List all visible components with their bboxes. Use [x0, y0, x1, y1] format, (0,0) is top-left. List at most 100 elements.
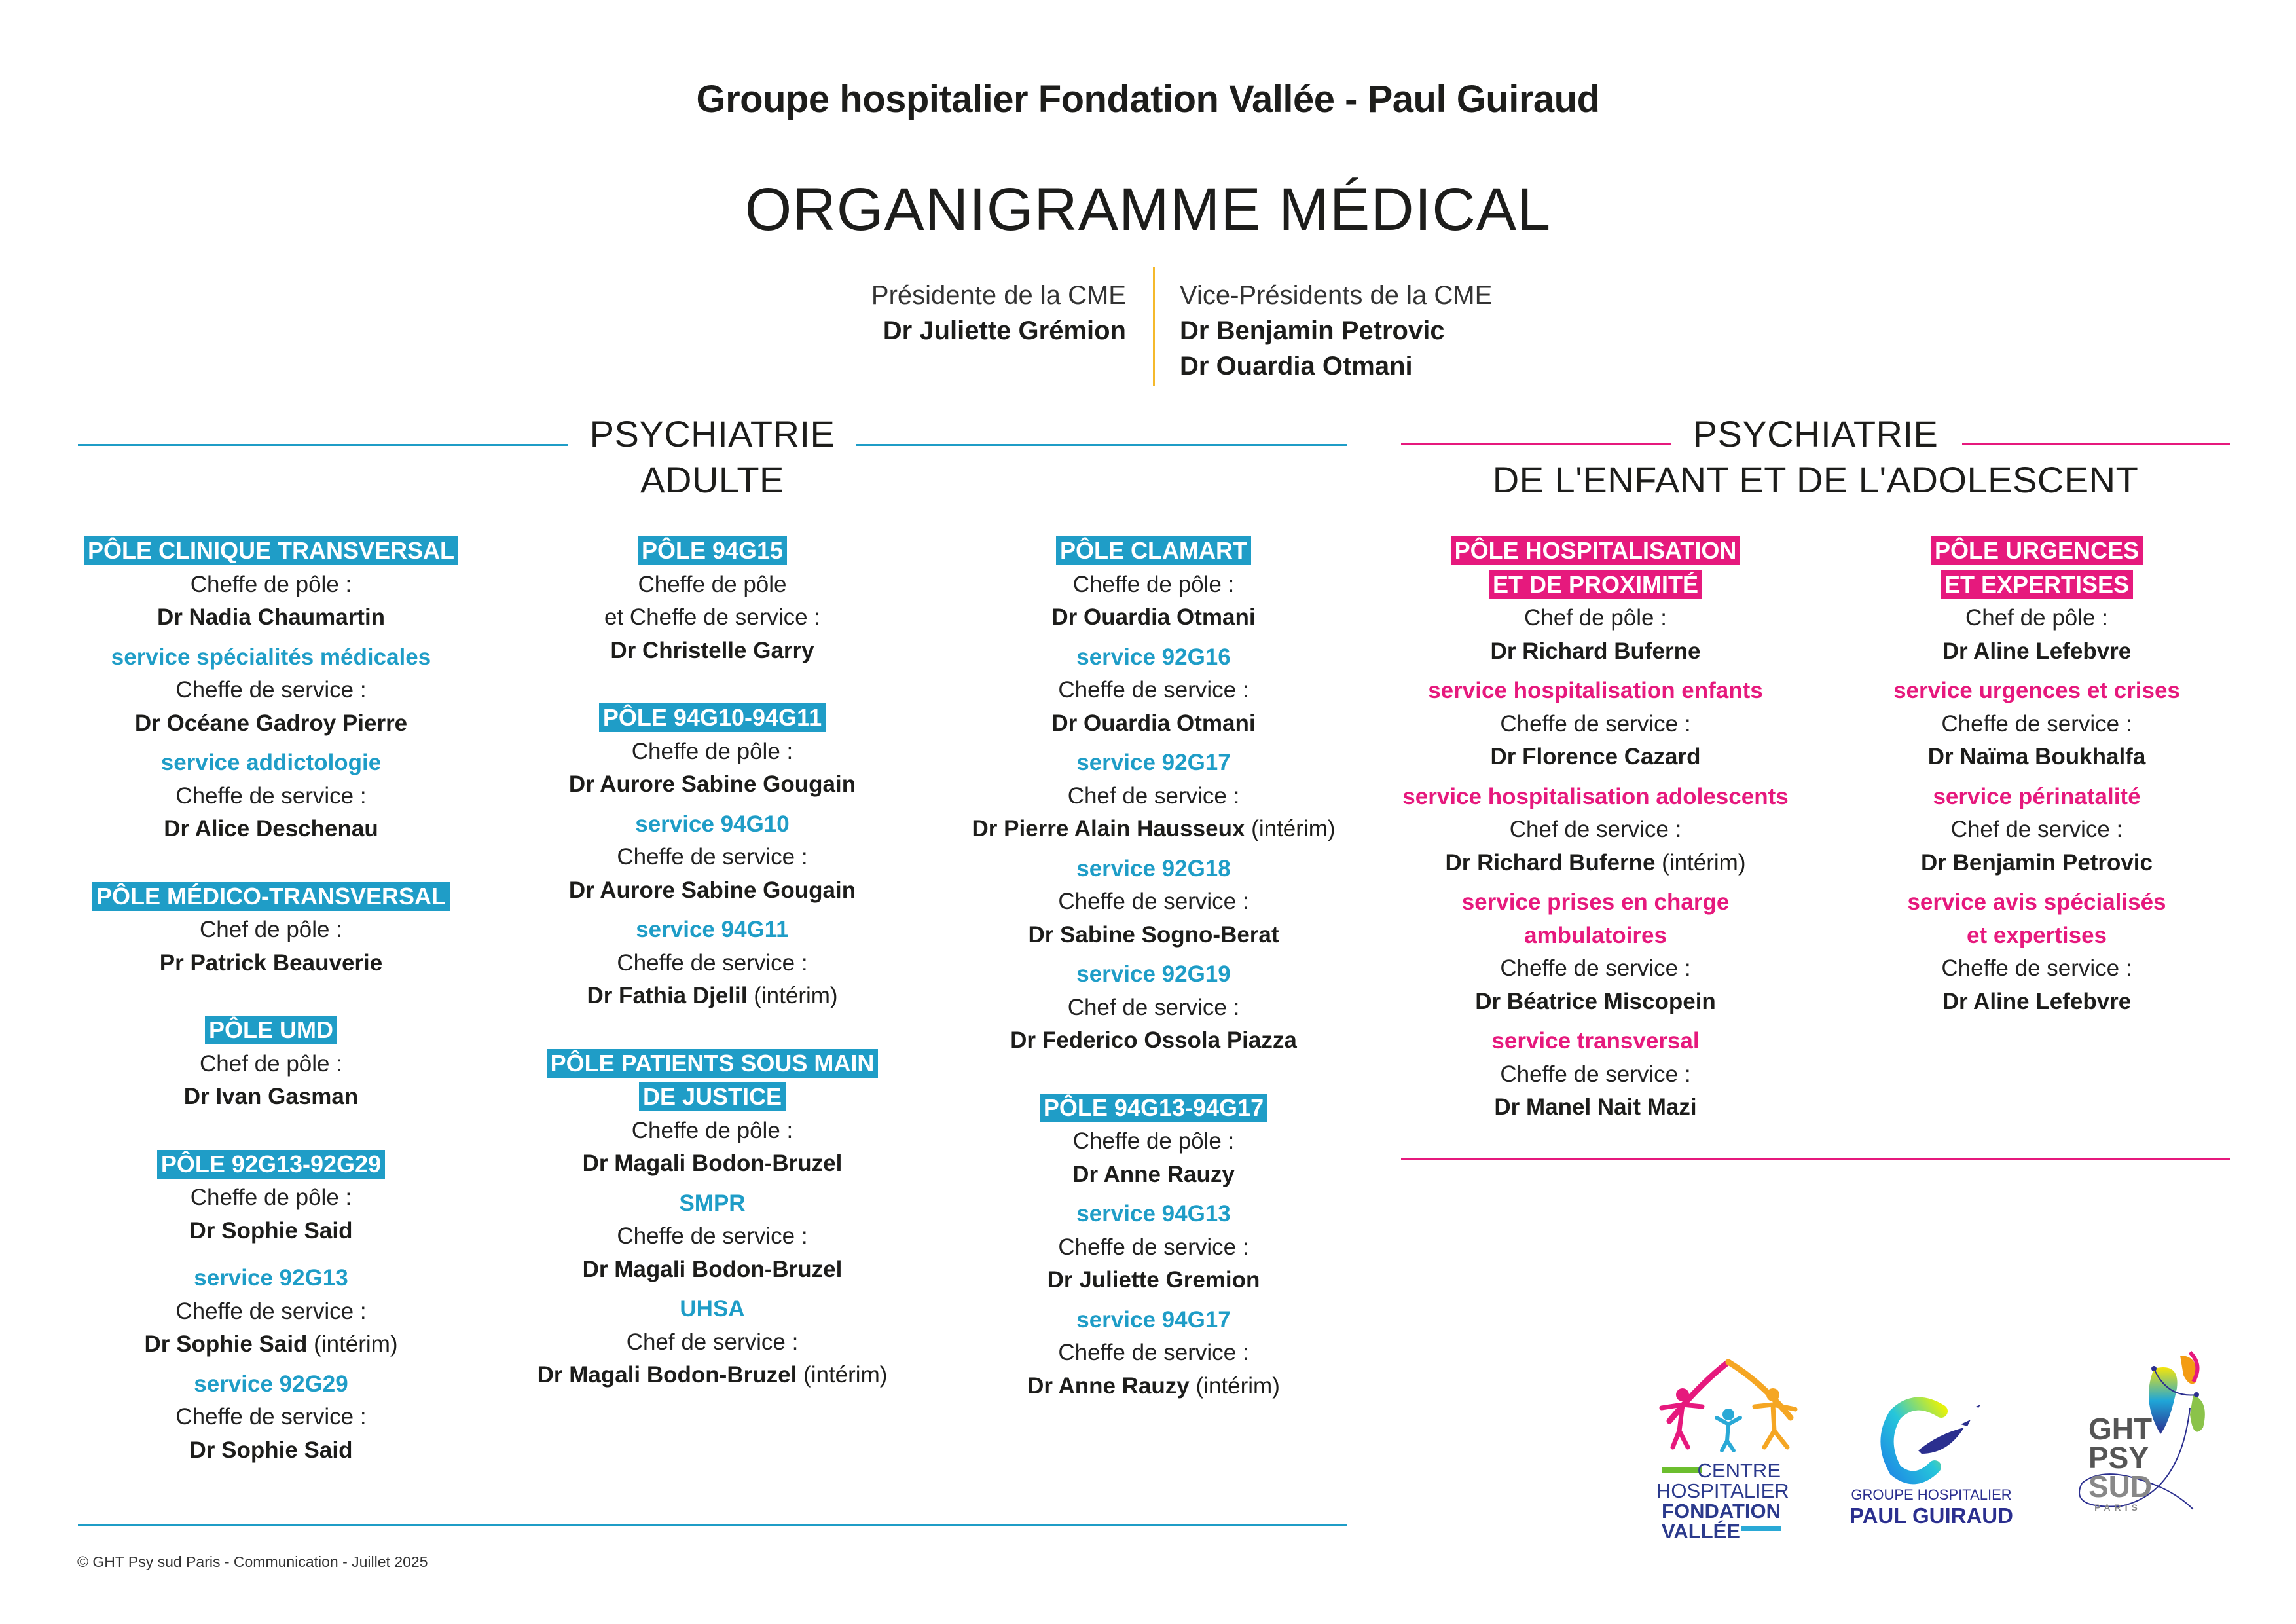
role-label: Cheffe de pôle :: [190, 571, 352, 597]
service-label: service hospitalisation adolescents: [1402, 783, 1789, 809]
fondation-vallee-logo: CENTRE HOSPITALIER FONDATION VALLÉE: [1656, 1356, 1800, 1541]
person-name: Dr Nadia Chaumartin: [156, 604, 386, 630]
role-label: Chef de service :: [1950, 817, 2123, 842]
role-label: Cheffe de pôle :: [1072, 1128, 1235, 1154]
green-bar: [1662, 1467, 1702, 1473]
service-label: SMPR: [679, 1190, 746, 1216]
pole-badge: PÔLE CLAMART: [1056, 536, 1251, 565]
role-label: Cheffe de service :: [617, 844, 808, 870]
column-4: PÔLE HOSPITALISATION ET DE PROXIMITÉ Che…: [1386, 534, 1805, 1124]
service-label: service hospitalisation enfants: [1428, 678, 1763, 703]
pole-badge: PÔLE MÉDICO-TRANSVERSAL: [92, 881, 450, 911]
person-name: Dr Alice Deschenau: [164, 816, 378, 841]
service-label: service prises en charge: [1461, 889, 1730, 915]
ght-psy-sud-text: GHT PSY SUD PARIS: [2088, 1412, 2153, 1513]
adult-section-bottom-divider: [78, 1524, 1347, 1526]
section-child-line1: PSYCHIATRIE: [1692, 413, 1939, 454]
person-name: Dr Fathia Djelil (intérim): [587, 983, 838, 1008]
interim-note: (intérim): [1251, 816, 1336, 841]
interim-note: (intérim): [1195, 1373, 1280, 1399]
fondation-vallee-text: CENTRE HOSPITALIER FONDATION VALLÉE: [1656, 1459, 1789, 1543]
role-label: Cheffe de pôle :: [631, 1117, 793, 1143]
person-name: Dr Magali Bodon-Bruzel: [582, 1256, 843, 1282]
role-label: Cheffe de service :: [175, 677, 367, 703]
service-label: service 92G18: [1076, 855, 1231, 881]
person-name: Dr Béatrice Miscopein: [1475, 988, 1716, 1014]
page-title: ORGANIGRAMME MÉDICAL: [744, 176, 1552, 243]
column-5: PÔLE URGENCES ET EXPERTISES Chef de pôle…: [1827, 534, 2246, 1018]
service-label: service 94G11: [636, 917, 789, 942]
role-label: Cheffe de service :: [617, 950, 808, 976]
section-adult-line2: ADULTE: [640, 459, 784, 500]
role-label: Cheffe de service :: [175, 1298, 367, 1324]
service-label: service 92G19: [1076, 961, 1231, 987]
role-label: Cheffe de pôle :: [1072, 571, 1235, 597]
service-label: service transversal: [1491, 1028, 1700, 1054]
role-label: Cheffe de service :: [1941, 955, 2132, 981]
role-label: Cheffe de service :: [175, 1404, 367, 1430]
service-label: ambulatoires: [1524, 922, 1667, 948]
role-label: Chef de pôle :: [1965, 605, 2108, 631]
role-label: Cheffe de pôle: [638, 571, 787, 597]
cme-vice-presidents: Vice-Présidents de la CME Dr Benjamin Pe…: [1180, 278, 1492, 384]
role-label: Chef de pôle :: [200, 917, 342, 942]
service-label: service 94G13: [1076, 1201, 1231, 1227]
role-label: Chef de pôle :: [1524, 605, 1667, 631]
person-name: Dr Ouardia Otmani: [1051, 604, 1256, 630]
role-label: Cheffe de pôle :: [190, 1185, 352, 1210]
role-label: Cheffe de pôle :: [631, 738, 793, 764]
service-label: service 94G10: [635, 811, 790, 837]
paul-guiraud-logo: GROUPE HOSPITALIER PAUL GUIRAUD: [1843, 1388, 2020, 1539]
section-child-line2: DE L'ENFANT ET DE L'ADOLESCENT: [1492, 459, 2139, 500]
ght-psy-sud-logo: GHT PSY SUD PARIS: [2062, 1349, 2232, 1532]
role-label: Cheffe de service :: [1058, 889, 1249, 914]
interim-note: (intérim): [314, 1331, 398, 1357]
role-label: Chef de service :: [1067, 994, 1240, 1020]
person-name: Dr Aline Lefebvre: [1942, 638, 2132, 664]
person-name: Dr Ouardia Otmani: [1051, 710, 1256, 736]
person-name: Dr Naïma Boukhalfa: [1927, 744, 2146, 769]
interim-note: (intérim): [754, 983, 838, 1008]
person-name: Dr Benjamin Petrovic: [1921, 849, 2153, 876]
section-child-title: PSYCHIATRIE DE L'ENFANT ET DE L'ADOLESCE…: [1401, 411, 2230, 503]
pole-badge: PÔLE 92G13-92G29: [156, 1149, 386, 1179]
person-name: Dr Christelle Garry: [610, 637, 814, 663]
pole-badge: PÔLE URGENCES: [1930, 536, 2143, 565]
person-name: Dr Juliette Gremion: [1047, 1267, 1260, 1293]
person-name: Dr Manel Nait Mazi: [1494, 1094, 1697, 1120]
pole-badge: DE JUSTICE: [638, 1082, 786, 1111]
person-name: Dr Sophie Said: [189, 1437, 353, 1463]
person-name: Dr Richard Buferne: [1490, 638, 1701, 664]
role-label: Cheffe de service :: [1500, 1061, 1691, 1087]
person-name: Dr Sophie Said: [189, 1217, 353, 1244]
column-3: PÔLE CLAMART Cheffe de pôle : Dr Ouardia…: [944, 534, 1363, 1403]
person-name: Dr Sophie Said (intérim): [144, 1331, 398, 1357]
cme-separator: [1153, 267, 1155, 386]
person-name: Dr Océane Gadroy Pierre: [134, 710, 408, 736]
role-label: Chef de service :: [1067, 783, 1240, 809]
person-name: Dr Ivan Gasman: [183, 1084, 359, 1109]
person-name: Dr Magali Bodon-Bruzel: [582, 1151, 843, 1176]
service-label: service spécialités médicales: [111, 644, 431, 670]
g-bird-icon: [1880, 1397, 1980, 1485]
service-label: service avis spécialisés: [1907, 889, 2166, 915]
child-section-bottom-divider: [1401, 1158, 2230, 1160]
adult-divider-left: [78, 444, 568, 446]
pole-badge: ET EXPERTISES: [1940, 570, 2134, 599]
role-label: Cheffe de service :: [1500, 710, 1691, 737]
role-label: Chef de service :: [626, 1329, 799, 1355]
pole-badge: PÔLE HOSPITALISATION: [1450, 536, 1741, 565]
person-name: Dr Florence Cazard: [1490, 744, 1701, 769]
person-name: Dr Richard Buferne (intérim): [1445, 849, 1746, 876]
adult-divider-right: [856, 444, 1347, 446]
service-label: service urgences et crises: [1893, 678, 2180, 703]
service-label: service 94G17: [1076, 1306, 1231, 1333]
role-label: Cheffe de service :: [617, 1223, 808, 1249]
person-name: Dr Aurore Sabine Gougain: [568, 771, 856, 797]
person-name: Dr Aline Lefebvre: [1942, 988, 2132, 1014]
footer-copyright: © GHT Psy sud Paris - Communication - Ju…: [77, 1553, 428, 1570]
service-label: service addictologie: [160, 750, 382, 775]
role-label: Cheffe de service :: [1058, 1234, 1249, 1260]
cme-president-name: Dr Juliette Grémion: [883, 316, 1126, 345]
service-label: service 92G17: [1076, 750, 1231, 775]
